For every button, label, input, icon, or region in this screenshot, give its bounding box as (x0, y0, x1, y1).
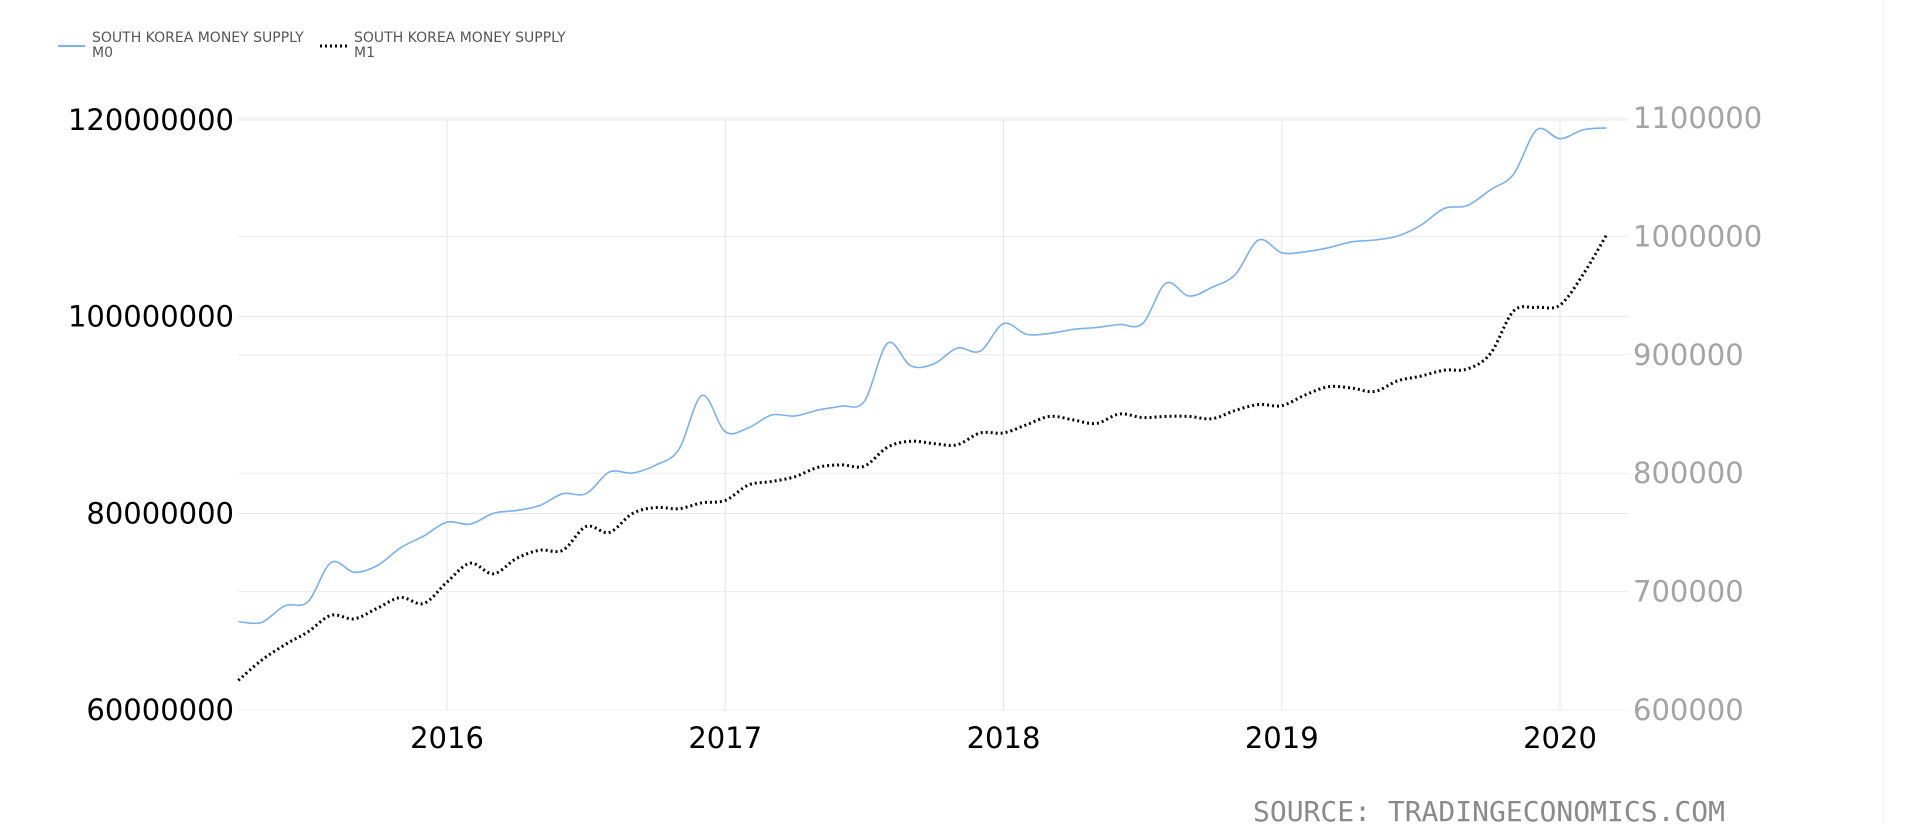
series-layer (237, 127, 1608, 682)
x-tick-label: 2018 (967, 721, 1041, 755)
x-tick-label: 2017 (688, 721, 762, 755)
legend-label-line1: SOUTH KOREA MONEY SUPPLY (354, 30, 566, 46)
right-tick-label: 1000000 (1633, 219, 1762, 253)
series-line-m0 (238, 127, 1607, 625)
left-tick-label: 80000000 (86, 496, 234, 530)
series-line-m1 (237, 234, 1608, 682)
x-tick-label: 2020 (1523, 721, 1597, 755)
source-label: SOURCE: TRADINGECONOMICS.COM (1253, 795, 1725, 824)
right-tick-label: 800000 (1633, 456, 1744, 490)
left-tick-label: 120000000 (68, 103, 234, 137)
legend-label-line2: M0 (92, 45, 113, 61)
x-tick-label: 2019 (1245, 721, 1319, 755)
x-tick-label: 2016 (410, 721, 484, 755)
legend-label-line1: SOUTH KOREA MONEY SUPPLY (92, 30, 304, 46)
right-tick-label: 900000 (1633, 338, 1744, 372)
left-tick-label: 60000000 (86, 693, 234, 727)
right-tick-label: 700000 (1633, 575, 1744, 609)
legend-label-line2: M1 (354, 45, 375, 61)
right-border (1883, 0, 1884, 824)
grid-layer (238, 117, 1628, 711)
left-tick-label: 100000000 (68, 300, 234, 334)
right-tick-label: 600000 (1633, 693, 1744, 727)
axis-layer: 2016 2017 2018 2019 2020 60000000 80000000 1000… (68, 101, 1762, 755)
right-tick-label: 1100000 (1633, 101, 1762, 135)
